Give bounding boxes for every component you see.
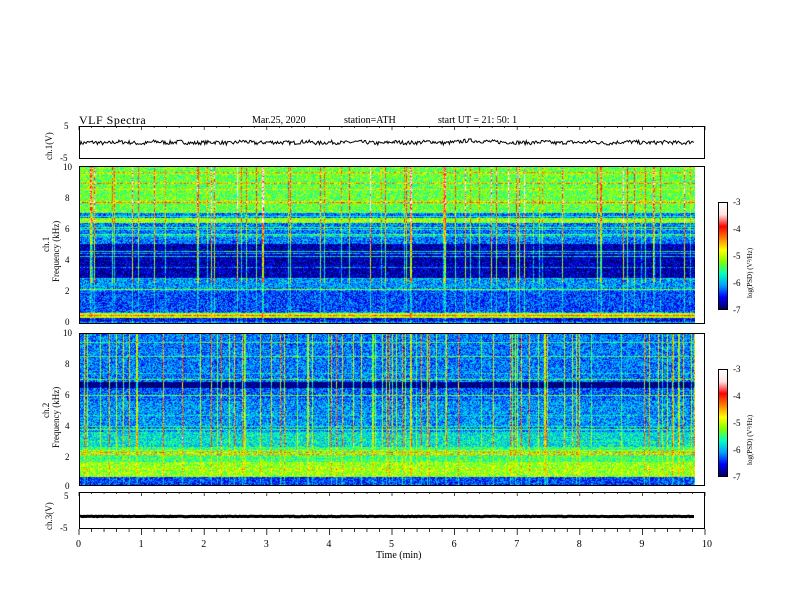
x-axis-tick-label: 7 bbox=[514, 539, 520, 550]
waveform-series-line bbox=[79, 514, 694, 519]
colorbar-2-label: log(PSD) (V²/Hz) bbox=[746, 414, 754, 465]
ch1-ytick-top: 5 bbox=[64, 121, 69, 131]
x-axis-tick-label: 10 bbox=[702, 539, 712, 550]
ch1-waveform-ylabel: ch.1(V) bbox=[44, 132, 54, 160]
colorbar-1-tick: -4 bbox=[733, 224, 741, 234]
x-axis-tick-label: 0 bbox=[76, 539, 81, 550]
ch1-waveform-plot bbox=[78, 126, 706, 147]
colorbar-1-tick: -6 bbox=[733, 278, 741, 288]
ch3-waveform-ylabel: ch.3(V) bbox=[44, 502, 54, 530]
ch1-ytick-6: 6 bbox=[65, 224, 70, 234]
plot-title: VLF Spectra bbox=[79, 113, 147, 127]
ch1-ytick-8: 8 bbox=[65, 193, 70, 203]
colorbar-1-tick: -7 bbox=[733, 305, 741, 315]
ch2-ytick-6: 6 bbox=[65, 390, 70, 400]
start-time-label: start UT = 21: 50: 1 bbox=[438, 115, 518, 126]
ch1-frequency-label: Frequency (kHz) bbox=[51, 220, 61, 282]
colorbar-2-tick: -5 bbox=[733, 418, 741, 428]
x-axis-tick-label: 5 bbox=[389, 539, 394, 550]
colorbar-2 bbox=[718, 369, 728, 477]
ch1-ytick-4: 4 bbox=[65, 255, 70, 265]
ch1-ytick-0: 0 bbox=[65, 317, 70, 327]
ch1-ytick-2: 2 bbox=[65, 286, 70, 296]
ch1-spectrogram-ylabel: ch.1 bbox=[41, 236, 51, 252]
x-axis-tick-label: 1 bbox=[138, 539, 144, 550]
x-axis-tick-label: 2 bbox=[201, 539, 207, 550]
ch1-spectrogram-frame bbox=[79, 166, 705, 324]
ch2-ytick-10: 10 bbox=[63, 328, 72, 338]
x-axis-tick-label: 3 bbox=[263, 539, 269, 550]
ch3-ytick-top: 5 bbox=[64, 491, 69, 501]
ch2-spectrogram-ylabel: ch.2 bbox=[41, 402, 51, 418]
colorbar-1 bbox=[718, 202, 728, 310]
x-axis-tick-label: 8 bbox=[576, 539, 582, 550]
x-axis-ticks bbox=[78, 529, 706, 535]
ch1-ytick-bottom: -5 bbox=[60, 153, 68, 163]
ch2-ytick-0: 0 bbox=[65, 481, 70, 491]
waveform-series-line bbox=[79, 138, 695, 147]
ch2-ytick-2: 2 bbox=[65, 452, 70, 462]
colorbar-1-gradient bbox=[719, 203, 727, 309]
ch3-waveform-plot bbox=[78, 492, 706, 519]
ch2-ytick-4: 4 bbox=[65, 421, 70, 431]
colorbar-1-tick: -3 bbox=[733, 197, 741, 207]
ch1-spectrogram bbox=[79, 166, 695, 323]
colorbar-2-tick: -3 bbox=[733, 364, 741, 374]
ch1-ytick-10: 10 bbox=[63, 162, 72, 172]
station-label: station=ATH bbox=[344, 115, 396, 126]
ch2-ytick-8: 8 bbox=[65, 359, 70, 369]
colorbar-1-tick: -5 bbox=[733, 251, 741, 261]
colorbar-1-label: log(PSD) (V²/Hz) bbox=[746, 247, 754, 298]
ch2-frequency-label: Frequency (kHz) bbox=[51, 386, 61, 448]
colorbar-2-gradient bbox=[719, 370, 727, 476]
x-axis-label: Time (min) bbox=[376, 550, 422, 561]
x-axis-tick-label: 6 bbox=[451, 539, 457, 550]
colorbar-2-tick: -4 bbox=[733, 391, 741, 401]
x-axis-tick-label: 9 bbox=[639, 539, 645, 550]
x-axis-tick-label: 4 bbox=[326, 539, 332, 550]
date-label: Mar.25, 2020 bbox=[252, 115, 306, 126]
ch2-spectrogram bbox=[79, 333, 695, 485]
colorbar-2-tick: -6 bbox=[733, 445, 741, 455]
ch3-ytick-bottom: -5 bbox=[60, 523, 68, 533]
colorbar-2-tick: -7 bbox=[733, 472, 741, 482]
ch2-spectrogram-frame bbox=[79, 333, 705, 486]
